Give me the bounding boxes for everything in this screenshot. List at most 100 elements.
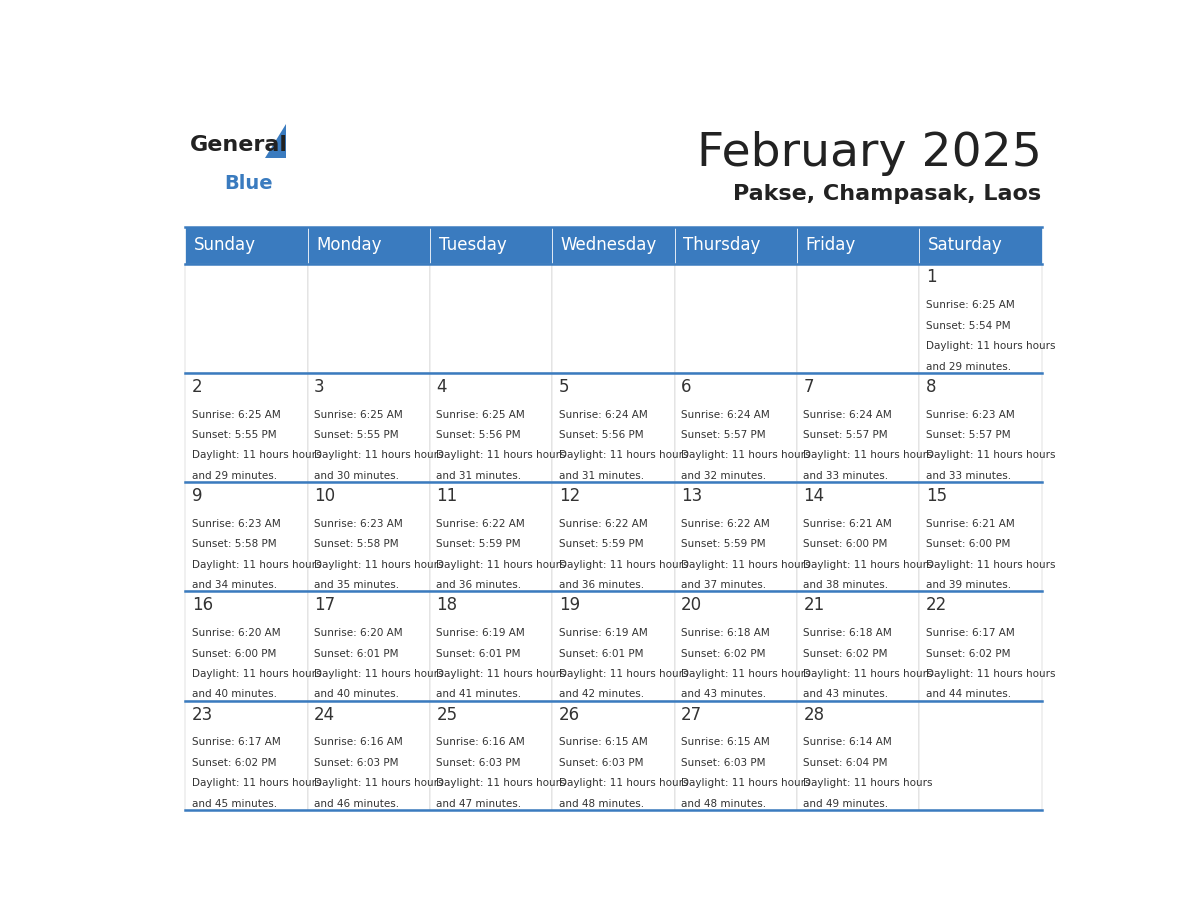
Text: Wednesday: Wednesday xyxy=(561,236,657,254)
Bar xyxy=(920,482,1042,591)
Text: Daylight: 11 hours hours: Daylight: 11 hours hours xyxy=(436,669,565,679)
Text: Sunrise: 6:16 AM: Sunrise: 6:16 AM xyxy=(436,737,525,747)
Text: Sunrise: 6:20 AM: Sunrise: 6:20 AM xyxy=(191,628,280,638)
Text: and 31 minutes.: and 31 minutes. xyxy=(558,471,644,481)
Text: and 39 minutes.: and 39 minutes. xyxy=(925,580,1011,590)
Text: Daylight: 11 hours hours: Daylight: 11 hours hours xyxy=(436,451,565,461)
Text: and 36 minutes.: and 36 minutes. xyxy=(558,580,644,590)
Bar xyxy=(185,700,308,810)
Text: 27: 27 xyxy=(681,706,702,723)
Bar xyxy=(308,591,430,700)
Text: 18: 18 xyxy=(436,597,457,614)
Text: Sunset: 5:55 PM: Sunset: 5:55 PM xyxy=(191,430,277,440)
Text: Sunrise: 6:22 AM: Sunrise: 6:22 AM xyxy=(681,519,770,529)
Text: and 33 minutes.: and 33 minutes. xyxy=(803,471,889,481)
Text: 21: 21 xyxy=(803,597,824,614)
Text: Daylight: 11 hours hours: Daylight: 11 hours hours xyxy=(925,341,1055,352)
Text: 12: 12 xyxy=(558,487,580,505)
Text: and 49 minutes.: and 49 minutes. xyxy=(803,799,889,809)
Text: 22: 22 xyxy=(925,597,947,614)
Text: 8: 8 xyxy=(925,378,936,396)
Text: Daylight: 11 hours hours: Daylight: 11 hours hours xyxy=(558,778,688,789)
Text: and 42 minutes.: and 42 minutes. xyxy=(558,689,644,700)
Text: Daylight: 11 hours hours: Daylight: 11 hours hours xyxy=(803,560,933,570)
Text: 3: 3 xyxy=(314,378,324,396)
Text: Tuesday: Tuesday xyxy=(438,236,506,254)
Text: Sunrise: 6:18 AM: Sunrise: 6:18 AM xyxy=(803,628,892,638)
Text: 6: 6 xyxy=(681,378,691,396)
Bar xyxy=(308,373,430,482)
Bar xyxy=(675,591,797,700)
Text: Sunset: 6:00 PM: Sunset: 6:00 PM xyxy=(803,539,887,549)
Text: Sunday: Sunday xyxy=(194,236,255,254)
Text: Daylight: 11 hours hours: Daylight: 11 hours hours xyxy=(436,560,565,570)
Text: 26: 26 xyxy=(558,706,580,723)
Bar xyxy=(797,227,920,263)
Text: Sunset: 5:57 PM: Sunset: 5:57 PM xyxy=(925,430,1010,440)
Text: Saturday: Saturday xyxy=(928,236,1003,254)
Text: Daylight: 11 hours hours: Daylight: 11 hours hours xyxy=(803,778,933,789)
Text: and 29 minutes.: and 29 minutes. xyxy=(925,362,1011,372)
Text: February 2025: February 2025 xyxy=(696,131,1042,176)
Text: and 43 minutes.: and 43 minutes. xyxy=(681,689,766,700)
Text: and 40 minutes.: and 40 minutes. xyxy=(314,689,399,700)
Text: and 40 minutes.: and 40 minutes. xyxy=(191,689,277,700)
Text: 23: 23 xyxy=(191,706,213,723)
Text: Daylight: 11 hours hours: Daylight: 11 hours hours xyxy=(558,560,688,570)
Text: and 43 minutes.: and 43 minutes. xyxy=(803,689,889,700)
Text: Daylight: 11 hours hours: Daylight: 11 hours hours xyxy=(803,451,933,461)
Text: 11: 11 xyxy=(436,487,457,505)
Text: Sunset: 6:01 PM: Sunset: 6:01 PM xyxy=(558,649,643,658)
Text: Daylight: 11 hours hours: Daylight: 11 hours hours xyxy=(191,669,321,679)
Bar xyxy=(552,591,675,700)
Text: Sunset: 5:59 PM: Sunset: 5:59 PM xyxy=(681,539,766,549)
Bar xyxy=(920,591,1042,700)
Text: Pakse, Champasak, Laos: Pakse, Champasak, Laos xyxy=(733,185,1042,205)
Text: Sunrise: 6:20 AM: Sunrise: 6:20 AM xyxy=(314,628,403,638)
Bar xyxy=(308,263,430,373)
Text: Sunrise: 6:21 AM: Sunrise: 6:21 AM xyxy=(803,519,892,529)
Bar xyxy=(308,482,430,591)
Bar xyxy=(308,700,430,810)
Bar xyxy=(308,227,430,263)
Text: Sunset: 5:54 PM: Sunset: 5:54 PM xyxy=(925,320,1010,330)
Text: 2: 2 xyxy=(191,378,202,396)
Text: Sunset: 5:56 PM: Sunset: 5:56 PM xyxy=(436,430,522,440)
Text: 28: 28 xyxy=(803,706,824,723)
Text: and 33 minutes.: and 33 minutes. xyxy=(925,471,1011,481)
Text: Sunset: 6:02 PM: Sunset: 6:02 PM xyxy=(681,649,765,658)
Text: Daylight: 11 hours hours: Daylight: 11 hours hours xyxy=(925,669,1055,679)
Bar xyxy=(430,700,552,810)
Bar xyxy=(675,263,797,373)
Text: Blue: Blue xyxy=(225,174,272,193)
Bar xyxy=(675,373,797,482)
Text: and 32 minutes.: and 32 minutes. xyxy=(681,471,766,481)
Text: Sunset: 6:03 PM: Sunset: 6:03 PM xyxy=(558,758,643,767)
Text: and 44 minutes.: and 44 minutes. xyxy=(925,689,1011,700)
Text: Daylight: 11 hours hours: Daylight: 11 hours hours xyxy=(314,451,443,461)
Text: Sunset: 5:59 PM: Sunset: 5:59 PM xyxy=(558,539,644,549)
Text: Sunrise: 6:16 AM: Sunrise: 6:16 AM xyxy=(314,737,403,747)
Text: and 30 minutes.: and 30 minutes. xyxy=(314,471,399,481)
Text: Sunset: 5:56 PM: Sunset: 5:56 PM xyxy=(558,430,644,440)
Text: Sunrise: 6:24 AM: Sunrise: 6:24 AM xyxy=(803,409,892,420)
Text: Sunset: 6:04 PM: Sunset: 6:04 PM xyxy=(803,758,887,767)
Text: Thursday: Thursday xyxy=(683,236,760,254)
Text: Sunset: 5:55 PM: Sunset: 5:55 PM xyxy=(314,430,399,440)
Text: Sunset: 6:00 PM: Sunset: 6:00 PM xyxy=(925,539,1010,549)
Text: Sunset: 6:03 PM: Sunset: 6:03 PM xyxy=(314,758,399,767)
Text: and 41 minutes.: and 41 minutes. xyxy=(436,689,522,700)
Text: Sunrise: 6:23 AM: Sunrise: 6:23 AM xyxy=(314,519,403,529)
Bar xyxy=(675,227,797,263)
Text: Sunrise: 6:18 AM: Sunrise: 6:18 AM xyxy=(681,628,770,638)
Text: Sunrise: 6:22 AM: Sunrise: 6:22 AM xyxy=(558,519,647,529)
Text: 7: 7 xyxy=(803,378,814,396)
Text: 14: 14 xyxy=(803,487,824,505)
Text: Sunset: 5:58 PM: Sunset: 5:58 PM xyxy=(314,539,399,549)
Bar xyxy=(430,482,552,591)
Text: and 46 minutes.: and 46 minutes. xyxy=(314,799,399,809)
Text: and 38 minutes.: and 38 minutes. xyxy=(803,580,889,590)
Text: Monday: Monday xyxy=(316,236,381,254)
Bar xyxy=(552,263,675,373)
Text: 1: 1 xyxy=(925,268,936,286)
